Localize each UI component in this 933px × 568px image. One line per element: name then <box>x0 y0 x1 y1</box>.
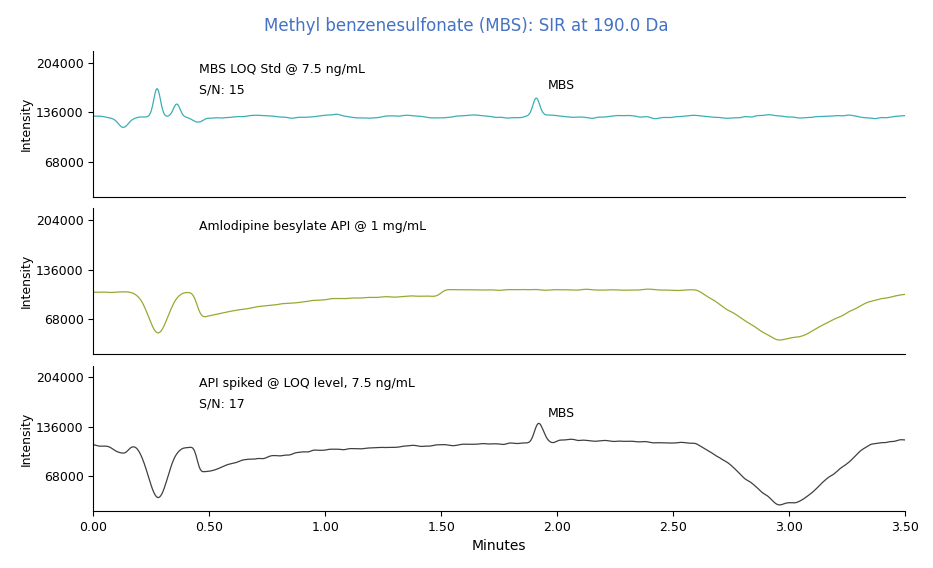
Text: API spiked @ LOQ level, 7.5 ng/mL: API spiked @ LOQ level, 7.5 ng/mL <box>199 377 414 390</box>
Text: Amlodipine besylate API @ 1 mg/mL: Amlodipine besylate API @ 1 mg/mL <box>199 220 426 233</box>
Y-axis label: Intensity: Intensity <box>20 254 33 308</box>
Text: S/N: 17: S/N: 17 <box>199 398 244 411</box>
Text: S/N: 15: S/N: 15 <box>199 83 244 96</box>
Text: MBS: MBS <box>548 79 575 92</box>
Y-axis label: Intensity: Intensity <box>20 411 33 466</box>
Text: MBS LOQ Std @ 7.5 ng/mL: MBS LOQ Std @ 7.5 ng/mL <box>199 63 365 76</box>
Text: MBS: MBS <box>548 407 575 420</box>
Y-axis label: Intensity: Intensity <box>20 97 33 151</box>
Text: Methyl benzenesulfonate (MBS): SIR at 190.0 Da: Methyl benzenesulfonate (MBS): SIR at 19… <box>264 17 669 35</box>
X-axis label: Minutes: Minutes <box>472 540 526 553</box>
